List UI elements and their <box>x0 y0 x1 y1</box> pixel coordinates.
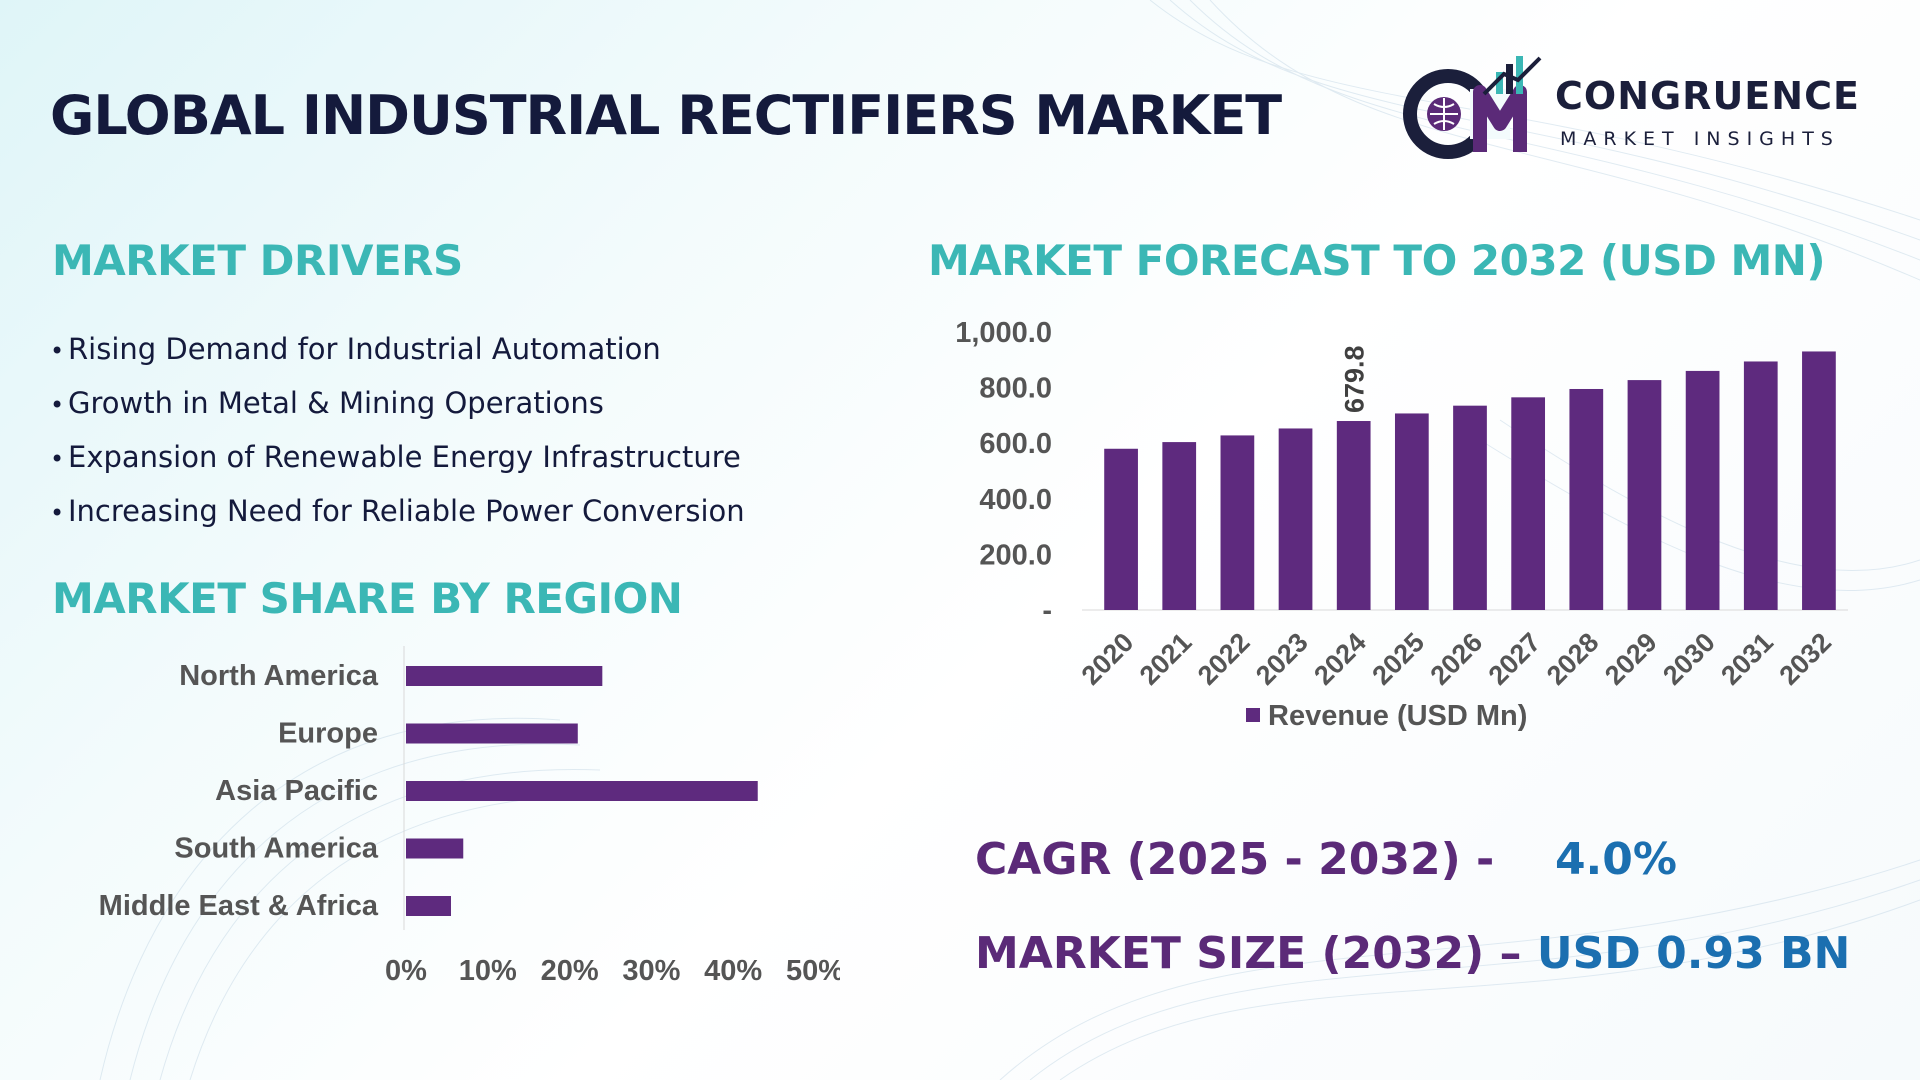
driver-item: • Rising Demand for Industrial Automation <box>50 322 745 376</box>
x-tick-label: 0% <box>385 955 427 987</box>
drivers-list: • Rising Demand for Industrial Automation… <box>50 322 745 538</box>
driver-item: • Expansion of Renewable Energy Infrastru… <box>50 430 745 484</box>
market-size-line: MARKET SIZE (2032) – USD 0.93 BN <box>975 928 1850 979</box>
y-tick-label: 1,000.0 <box>955 317 1052 349</box>
logo-name: CONGRUENCE <box>1555 74 1860 118</box>
driver-text: Rising Demand for Industrial Automation <box>68 332 661 366</box>
x-tick-label: 40% <box>704 955 762 987</box>
x-tick-label: 2024 <box>1308 627 1372 691</box>
revenue-bar <box>1569 388 1604 610</box>
page-title: GLOBAL INDUSTRIAL RECTIFIERS MARKET <box>50 84 1282 147</box>
x-tick-label: 2032 <box>1773 627 1837 691</box>
region-bar <box>406 838 464 859</box>
market-size-label: MARKET SIZE (2032) – <box>975 928 1522 979</box>
region-bar <box>406 896 451 916</box>
revenue-bar <box>1394 413 1429 610</box>
revenue-bar <box>1453 405 1487 610</box>
x-tick-label: 2026 <box>1425 627 1489 691</box>
legend-swatch <box>1246 708 1260 722</box>
x-tick-label: 2031 <box>1715 627 1779 691</box>
y-tick-label: 800.0 <box>979 373 1052 405</box>
company-logo: CONGRUENCE MARKET INSIGHTS <box>1400 54 1880 164</box>
legend-label: Revenue (USD Mn) <box>1268 700 1527 732</box>
forecast-heading: MARKET FORECAST TO 2032 (USD MN) <box>928 236 1826 285</box>
x-tick-label: 2030 <box>1657 627 1721 691</box>
y-tick-label: - <box>1042 595 1052 627</box>
region-bar <box>406 723 578 744</box>
revenue-bar <box>1627 380 1662 610</box>
revenue-bar <box>1743 361 1778 610</box>
category-label: Middle East & Africa <box>99 890 379 922</box>
driver-item: • Increasing Need for Reliable Power Conv… <box>50 484 745 538</box>
revenue-bar <box>1278 428 1313 610</box>
cagr-label: CAGR (2025 - 2032) - <box>975 834 1495 885</box>
x-tick-label: 2021 <box>1134 627 1198 691</box>
bullet-icon: • <box>50 499 65 527</box>
region-heading: MARKET SHARE BY REGION <box>52 574 683 623</box>
x-tick-label: 50% <box>786 955 840 987</box>
revenue-bar <box>1162 442 1197 610</box>
bullet-icon: • <box>50 391 65 419</box>
revenue-bar <box>1336 421 1371 610</box>
revenue-bar <box>1104 448 1138 610</box>
x-tick-label: 2029 <box>1599 627 1663 691</box>
cagr-line: CAGR (2025 - 2032) - 4.0% <box>975 834 1677 885</box>
forecast-chart: - 200.0 400.0 600.0 800.0 1,000.0 202020212022… <box>955 317 1848 732</box>
bullet-icon: • <box>50 445 65 473</box>
category-label: Europe <box>278 718 378 750</box>
data-label: 679.8 <box>1340 345 1370 413</box>
category-label: Asia Pacific <box>215 775 378 807</box>
revenue-bar <box>1220 435 1255 610</box>
category-label: North America <box>179 660 379 692</box>
cagr-value: 4.0% <box>1554 834 1677 885</box>
x-tick-label: 2023 <box>1250 627 1314 691</box>
y-tick-label: 400.0 <box>979 484 1052 516</box>
revenue-bar <box>1802 351 1836 610</box>
category-label: South America <box>174 833 378 865</box>
x-tick-label: 10% <box>459 955 517 987</box>
x-tick-label: 2025 <box>1366 627 1430 691</box>
driver-text: Increasing Need for Reliable Power Conve… <box>68 494 745 528</box>
region-bar <box>406 666 603 686</box>
drivers-heading: MARKET DRIVERS <box>52 236 463 285</box>
driver-text: Growth in Metal & Mining Operations <box>68 386 604 420</box>
x-tick-label: 2027 <box>1483 627 1547 691</box>
x-tick-label: 2020 <box>1076 627 1140 691</box>
x-tick-label: 20% <box>541 955 599 987</box>
y-tick-label: 200.0 <box>979 539 1052 571</box>
bullet-icon: • <box>50 337 65 365</box>
x-tick-label: 2022 <box>1192 627 1256 691</box>
x-tick-label: 30% <box>622 955 680 987</box>
revenue-bar <box>1511 397 1546 610</box>
driver-text: Expansion of Renewable Energy Infrastruc… <box>68 440 741 474</box>
market-size-value: USD 0.93 BN <box>1536 928 1851 979</box>
y-tick-label: 600.0 <box>979 428 1052 460</box>
driver-item: • Growth in Metal & Mining Operations <box>50 376 745 430</box>
logo-mark-icon <box>1403 56 1542 159</box>
logo-tagline: MARKET INSIGHTS <box>1560 128 1840 150</box>
region-share-chart: North America Europe Asia Pacific South Ame… <box>99 646 840 987</box>
revenue-bar <box>1685 370 1720 610</box>
x-tick-label: 2028 <box>1541 627 1605 691</box>
region-bar <box>406 781 758 801</box>
